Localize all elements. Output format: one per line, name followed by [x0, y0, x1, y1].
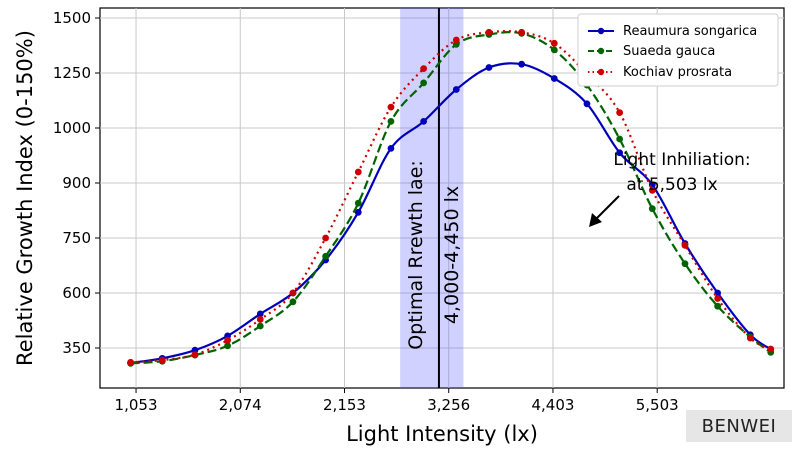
data-point	[224, 342, 232, 350]
legend-box	[577, 13, 779, 87]
y-tick-label: 350	[62, 339, 91, 357]
data-point	[648, 205, 656, 213]
legend-swatch-marker	[597, 68, 605, 76]
data-point	[681, 260, 689, 268]
data-point	[354, 168, 362, 176]
legend-entry-suaeda: Suaeda gauca	[588, 44, 715, 59]
annotation-line-1: Light Inhiliation:	[613, 150, 750, 170]
data-point	[420, 118, 428, 125]
data-point	[518, 28, 526, 36]
data-point	[322, 234, 330, 242]
legend-label: Suaeda gauca	[623, 44, 715, 59]
data-point	[681, 241, 689, 249]
x-axis-ticks: 1,053 2,074 2,153 3,256 4,403 5,503	[115, 388, 679, 414]
data-point	[746, 334, 754, 342]
data-point	[452, 86, 460, 93]
data-point	[322, 252, 330, 260]
watermark: BENWEI	[686, 410, 792, 442]
x-tick-label: 3,256	[427, 396, 470, 414]
data-point	[158, 356, 166, 364]
data-point	[550, 46, 558, 54]
x-axis-label: Light Intensity (lx)	[346, 422, 538, 446]
legend-swatch-marker	[597, 47, 605, 55]
x-tick-label: 2,074	[219, 396, 262, 414]
y-tick-label: 1000	[53, 119, 91, 137]
legend-label: Kochiav prosrata	[623, 65, 732, 80]
legend-entry-kochiav: Kochiav prosrata	[588, 65, 732, 80]
y-axis-label: Relative Growth Index (0-150%)	[13, 30, 37, 366]
data-point	[289, 298, 297, 306]
data-point	[714, 302, 722, 310]
data-point	[354, 199, 362, 207]
data-point	[256, 322, 264, 330]
data-point	[616, 149, 624, 157]
x-tick-label: 2,153	[323, 396, 366, 414]
data-point	[485, 64, 493, 71]
data-point	[714, 295, 722, 302]
y-tick-label: 600	[62, 284, 91, 302]
data-point	[191, 351, 199, 358]
data-point	[767, 345, 775, 353]
gridlines	[100, 8, 784, 388]
optimal-band-label-bottom: 4,000-4,450 lx	[441, 186, 463, 324]
data-point	[420, 65, 428, 72]
data-point	[452, 36, 460, 44]
data-point	[289, 289, 297, 297]
data-point	[354, 208, 362, 216]
data-point	[648, 186, 656, 194]
y-tick-label: 750	[62, 229, 91, 247]
data-point	[224, 336, 232, 344]
data-point	[420, 79, 428, 87]
optimal-band-label-top: Optimal Rrewth lae:	[405, 160, 427, 350]
data-point	[616, 109, 624, 116]
y-axis-ticks: 350 600 750 900 1000 1250 1500	[53, 9, 100, 357]
annotation-arrow	[589, 195, 620, 227]
series-2	[127, 28, 775, 366]
data-point	[518, 60, 526, 68]
data-point	[256, 316, 264, 323]
watermark-text: BENWEI	[701, 415, 777, 437]
data-point	[583, 100, 591, 108]
x-tick-label: 5,503	[636, 396, 679, 414]
data-point	[616, 135, 624, 143]
x-tick-label: 1,053	[115, 396, 158, 414]
data-point	[387, 118, 395, 125]
y-tick-label: 1250	[53, 64, 91, 82]
data-point	[256, 310, 264, 318]
y-tick-label: 900	[62, 174, 91, 192]
plot-area	[99, 7, 785, 389]
y-tick-label: 1500	[53, 9, 91, 27]
data-point	[485, 28, 493, 36]
data-point	[127, 358, 135, 366]
data-point	[550, 75, 558, 82]
legend: Reaumura songarica Suaeda gauca Kochiav …	[577, 13, 779, 87]
legend-entry-reaumura: Reaumura songarica	[588, 24, 757, 39]
data-point	[387, 144, 395, 152]
legend-label: Reaumura songarica	[623, 24, 757, 39]
data-point	[387, 103, 395, 111]
series-group	[127, 28, 775, 367]
annotation-line-2: at 5,503 lx	[626, 175, 717, 195]
x-tick-label: 4,403	[531, 396, 574, 414]
legend-swatch-marker	[597, 27, 605, 35]
data-point	[550, 39, 558, 47]
